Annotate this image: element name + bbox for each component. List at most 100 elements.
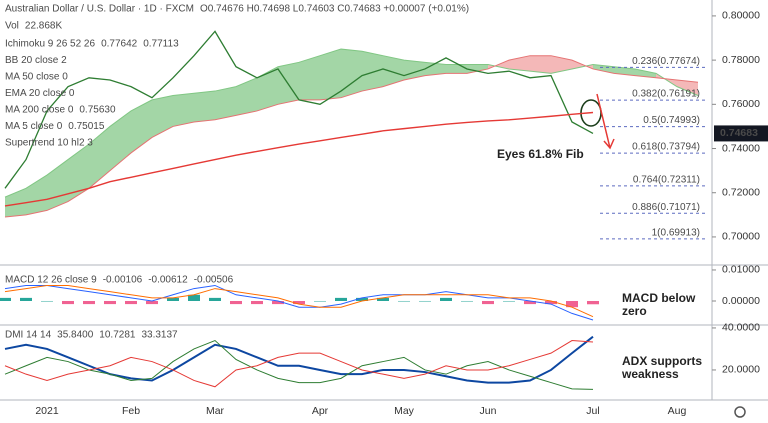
indicator-reading: 35.8400 [57, 330, 94, 341]
y-tick-label: 20.0000 [722, 364, 760, 376]
indicator-reading: 22.868K [25, 21, 63, 32]
indicator-reading: -0.00106 [103, 275, 143, 286]
cloud-segment [593, 64, 614, 74]
histogram-bar [398, 300, 410, 302]
dmi-line [4, 340, 594, 388]
y-tick-label: 0.76000 [722, 98, 760, 110]
ohlc-readout: O0.74676 H0.74698 L0.74603 C0.74683 +0.0… [200, 4, 469, 15]
histogram-bar [125, 300, 137, 305]
cloud-segment [362, 51, 383, 92]
cloud-segment [89, 126, 110, 189]
histogram-bar [62, 300, 74, 305]
cloud-segment [404, 60, 425, 81]
histogram-bar [314, 300, 326, 302]
y-tick-label: 0.80000 [722, 10, 760, 22]
y-tick-label: 0.72000 [722, 187, 760, 199]
histogram-bar [167, 297, 179, 301]
indicator-label: BB 20 close 2 [5, 55, 67, 66]
annotation: zero [622, 304, 647, 318]
cloud-segment [110, 110, 131, 171]
histogram-bar [41, 300, 53, 302]
histogram-bar [230, 300, 242, 305]
cloud-segment [68, 144, 89, 202]
cloud-segment [173, 93, 194, 127]
indicator-reading: -0.00506 [194, 275, 234, 286]
cloud-segment [467, 64, 488, 74]
histogram-bar [419, 300, 431, 302]
annotation: Eyes 61.8% Fib [497, 147, 584, 161]
fib-label: 0.886(0.71071) [632, 202, 700, 213]
cloud-segment [383, 55, 404, 87]
histogram-bar [251, 300, 263, 305]
indicator-reading: 33.3137 [141, 330, 178, 341]
x-tick-label: Jul [586, 405, 599, 417]
indicator-label: MA 200 close 0 [5, 105, 74, 116]
dmi-line [4, 335, 594, 384]
indicator-label: DMI 14 14 [5, 330, 52, 341]
settings-icon[interactable] [734, 406, 746, 418]
indicator-reading: 0.75015 [68, 121, 105, 132]
histogram-bar [104, 300, 116, 305]
fib-label: 0.764(0.72311) [633, 174, 700, 185]
indicator-reading: 0.77642 [101, 39, 138, 50]
indicator-label: MA 50 close 0 [5, 72, 68, 83]
indicator-reading: 0.77113 [143, 39, 179, 50]
cloud-segment [341, 49, 362, 98]
x-tick-label: Jun [480, 405, 497, 417]
histogram-bar [83, 300, 95, 305]
histogram-bar [524, 300, 536, 305]
cloud-segment [236, 77, 257, 116]
indicator-label: Vol [5, 21, 19, 32]
fib-label: 1(0.69913) [652, 227, 700, 238]
indicator-label: MACD 12 26 close 9 [5, 275, 97, 286]
y-tick-label: 0.74000 [722, 142, 760, 154]
annotation: weakness [621, 367, 679, 381]
price-tag [714, 125, 768, 142]
cloud-segment [215, 86, 236, 120]
x-tick-label: Feb [122, 405, 140, 417]
cloud-segment [5, 188, 26, 218]
histogram-bar [461, 300, 473, 302]
macd-line [4, 284, 594, 318]
histogram-bar [209, 297, 221, 301]
price-tag-label: 0.74683 [720, 127, 758, 139]
x-tick-label: 2021 [35, 405, 59, 417]
cloud-segment [299, 55, 320, 100]
price-line [4, 30, 594, 189]
indicator-label: EMA 20 close 0 [5, 88, 75, 99]
cloud-segment [551, 55, 572, 74]
macd-line [4, 284, 594, 321]
y-tick-label: 0.70000 [722, 231, 760, 243]
histogram-bar [440, 297, 452, 301]
y-tick-label: 40.0000 [722, 322, 760, 334]
cloud-segment [677, 80, 698, 96]
histogram-bar [0, 297, 11, 301]
indicator-label: Ichimoku 9 26 52 26 [5, 39, 95, 50]
histogram-bar [566, 300, 578, 308]
fib-label: 0.382(0.76191) [632, 89, 700, 100]
cloud-segment [320, 49, 341, 100]
histogram-bar [188, 294, 200, 301]
histogram-bar [503, 300, 515, 302]
y-tick-label: 0.01000 [722, 264, 760, 276]
cloud-segment [635, 68, 656, 78]
indicator-reading: -0.00612 [148, 275, 188, 286]
cloud-segment [530, 55, 551, 74]
histogram-bar [587, 300, 599, 305]
y-tick-label: 0.78000 [722, 54, 760, 66]
indicator-reading: 10.7281 [99, 330, 136, 341]
indicator-reading: 0.75630 [79, 105, 116, 116]
histogram-bar [377, 297, 389, 301]
dmi-line [4, 339, 594, 390]
down-arrow [596, 93, 615, 150]
fib-label: 0.5(0.74993) [643, 115, 700, 126]
y-tick-label: 0.00000 [722, 295, 760, 307]
cloud-segment [152, 95, 173, 138]
ma-line [4, 111, 594, 207]
histogram-bar [272, 300, 284, 305]
histogram-bar [293, 300, 305, 305]
cloud-span [4, 55, 699, 218]
cloud-segment [194, 91, 215, 123]
symbol-title: Australian Dollar / U.S. Dollar · 1D · F… [5, 4, 194, 15]
